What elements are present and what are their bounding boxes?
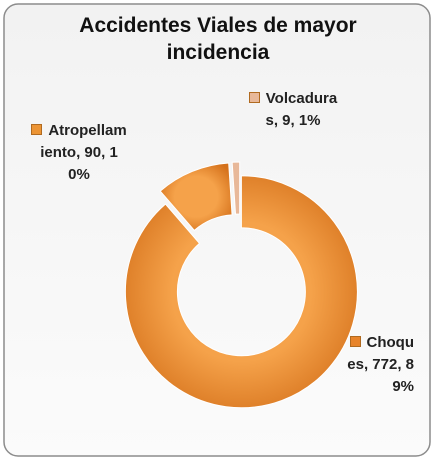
donut-slice: [159, 162, 233, 232]
percent-label: 1%: [298, 112, 321, 129]
data-label: Atropellamiento, 90, 10%: [30, 120, 128, 186]
percent-label: 89%: [392, 356, 414, 395]
donut-slice: [124, 175, 358, 409]
percent-label: 10%: [68, 144, 118, 183]
legend-marker: [349, 336, 361, 347]
slices: [124, 161, 358, 409]
donut-slice: [231, 161, 241, 215]
value-label: 90: [84, 144, 102, 161]
value-label: 9: [282, 112, 291, 129]
legend-marker: [248, 92, 260, 103]
chart-title: Accidentes Viales de mayor incidencia: [79, 14, 357, 64]
value-label: 772: [372, 356, 398, 373]
data-label: Volcaduras, 9, 1%: [248, 88, 338, 132]
category-label: Volcaduras: [265, 90, 338, 129]
category-label: Atropellamiento: [40, 122, 127, 161]
category-label: Choques: [347, 334, 414, 373]
legend-marker: [31, 124, 43, 135]
data-label: Choques, 772, 89%: [347, 334, 414, 395]
